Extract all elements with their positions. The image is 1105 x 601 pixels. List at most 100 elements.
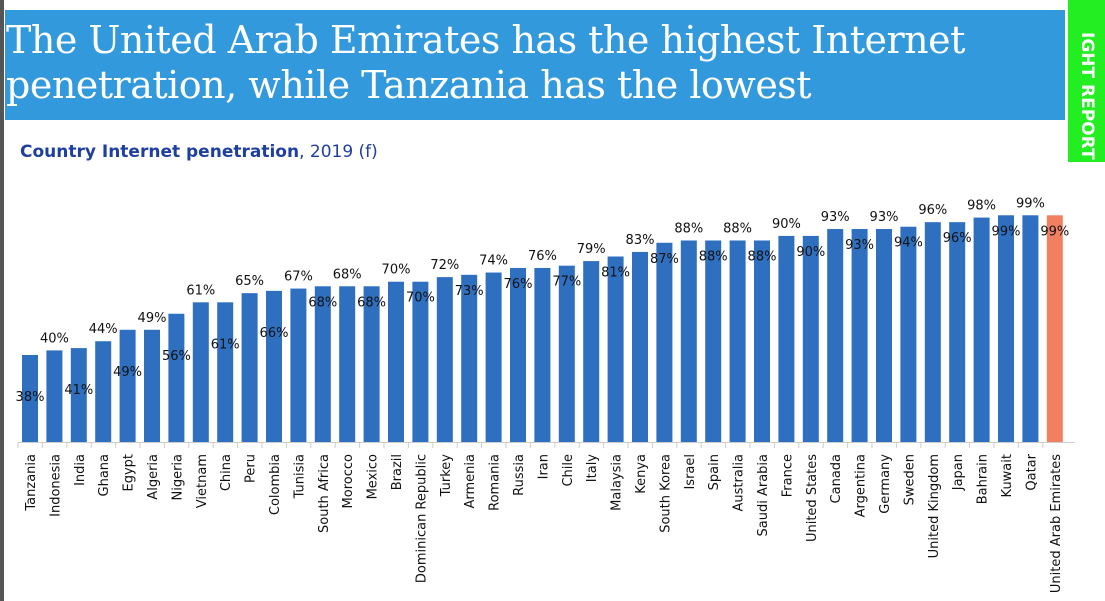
x-tick-label: South Africa [317,454,332,533]
bar [22,354,38,442]
bar [241,293,258,442]
data-label: 87% [650,252,679,267]
bar [46,350,63,442]
x-tick-label: Russia [512,454,527,496]
data-label: 99% [1016,196,1045,211]
x-tick-label: Germany [878,454,893,514]
x-tick-label: South Korea [658,454,673,533]
data-label: 88% [699,249,728,264]
x-tick-label: Armenia [463,454,478,509]
side-tab [1068,0,1105,162]
x-tick-label: Algeria [146,454,161,500]
x-tick-label: India [73,454,88,486]
bar [876,229,892,442]
x-tick-label: Indonesia [48,454,63,517]
bar [680,240,697,442]
x-tick-label: Malaysia [610,454,625,511]
data-label: 74% [479,254,508,269]
x-tick-label: Qatar [1024,453,1039,490]
x-tick-label: Kenya [634,454,649,494]
data-label: 72% [430,258,459,273]
bar [1022,215,1039,442]
x-tick-label: Tanzania [24,454,39,512]
bar [436,277,453,442]
bar [973,217,990,442]
data-label: 88% [748,249,777,264]
x-tick-label: Iran [536,454,551,479]
x-tick-label: France [780,454,795,497]
data-label: 68% [333,267,362,282]
data-label: 83% [626,233,655,248]
bar [827,229,844,442]
x-tick-label: United States [805,454,820,542]
data-label: 40% [40,331,69,346]
bar [754,240,770,442]
title-banner [5,10,1065,120]
x-tick-label: Egypt [122,454,137,492]
chart-title: Country Internet penetration, 2019 (f) [20,142,378,162]
data-label: 88% [674,221,703,236]
x-tick-label: Brazil [390,454,405,490]
data-label: 49% [138,311,167,326]
x-tick-label: Japan [951,454,966,491]
bar [485,272,502,442]
x-tick-label: Ghana [97,454,112,497]
side-tab-label: IGHT REPORT [1077,32,1097,160]
x-tick-label: China [219,454,234,491]
bar [534,267,551,442]
data-label: 94% [894,236,923,251]
bar [168,313,185,442]
bar [217,302,234,442]
chart-title-suffix: , 2019 (f) [299,142,378,162]
x-tick-label: Spain [707,454,722,490]
bar [949,222,966,442]
bar [363,286,380,442]
bar [314,286,331,442]
data-label: 70% [382,263,411,278]
bar [778,235,795,442]
bar [558,265,575,442]
x-tick-label: Morocco [341,454,356,508]
bar [339,286,356,442]
bar [70,348,87,442]
data-label: 41% [64,383,93,398]
data-label: 70% [406,291,435,306]
x-tick-label: Peru [244,454,259,483]
bar [388,281,404,442]
data-label: 93% [870,210,899,225]
bar [729,240,746,442]
bar [461,274,478,442]
data-label: 79% [577,242,606,257]
data-label: 90% [772,217,801,232]
data-label: 88% [723,221,752,236]
x-tick-label: Saudi Arabia [756,454,771,537]
bar [900,226,917,442]
x-tick-label: United Arab Emirates [1049,454,1064,593]
x-tick-label: Sweden [902,454,917,505]
data-label: 81% [601,266,630,281]
left-border [0,0,4,601]
x-tick-label: Chile [561,454,576,487]
data-label: 66% [260,326,289,341]
data-label: 73% [455,284,484,299]
data-label: 99% [992,224,1021,239]
bar [632,251,648,442]
x-tick-label: Turkey [439,454,454,498]
x-tick-label: Australia [732,454,747,512]
x-tick-label: Nigeria [170,454,185,501]
data-label: 68% [357,295,386,310]
bar [583,261,600,442]
x-tick-label: Bahrain [976,454,991,504]
data-label: 76% [504,277,533,292]
data-label: 93% [845,238,874,253]
data-label: 90% [796,245,825,260]
data-label: 49% [113,365,142,380]
bar [924,222,941,442]
x-tick-label: Argentina [854,454,869,517]
x-tick-label: United Kingdom [927,454,942,558]
data-label: 77% [552,275,581,290]
data-label: 98% [967,199,996,214]
data-label: 96% [918,203,947,218]
data-label: 68% [308,295,337,310]
